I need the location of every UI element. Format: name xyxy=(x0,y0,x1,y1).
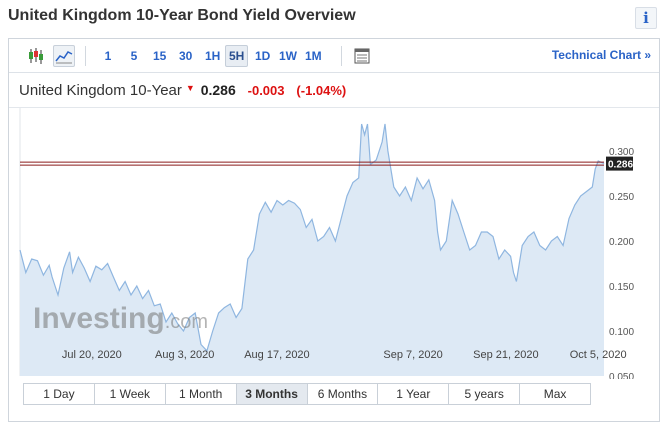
range-button-3-months[interactable]: 3 Months xyxy=(236,384,308,404)
area-chart-icon[interactable] xyxy=(53,45,75,67)
quote-line: United Kingdom 10-Year ▼ 0.286 -0.003 (-1… xyxy=(19,82,346,102)
x-tick-label: Jul 20, 2020 xyxy=(62,349,122,361)
quote-divider xyxy=(9,107,659,108)
watermark-suffix: .com xyxy=(165,311,208,333)
x-tick-label: Aug 17, 2020 xyxy=(244,349,309,361)
toolbar-divider xyxy=(341,46,342,66)
period-button-1[interactable]: 1 xyxy=(104,49,112,63)
investing-watermark: Investing.com xyxy=(33,302,208,335)
range-button-1-week[interactable]: 1 Week xyxy=(95,384,166,404)
range-button-1-day[interactable]: 1 Day xyxy=(24,384,95,404)
yield-chart[interactable]: Investing.com 0.300 0.250 0.200 0.150 0.100 0.… xyxy=(9,39,659,379)
candlestick-chart-icon[interactable] xyxy=(25,45,47,67)
instrument-name: United Kingdom 10-Year xyxy=(19,82,182,99)
period-button-30[interactable]: 30 xyxy=(179,49,193,63)
y-tick-label: 0.100 xyxy=(609,327,634,338)
x-tick-label: Oct 5, 2020 xyxy=(570,349,627,361)
period-button-15[interactable]: 15 xyxy=(153,49,167,63)
page-title: United Kingdom 10-Year Bond Yield Overvi… xyxy=(8,7,356,24)
y-tick-label: 0.050 xyxy=(609,372,634,379)
period-button-5[interactable]: 5 xyxy=(130,49,138,63)
range-button-6-months[interactable]: 6 Months xyxy=(308,384,379,404)
last-price: 0.286 xyxy=(200,82,236,98)
toolbar-divider xyxy=(85,46,86,66)
watermark-main: Investing xyxy=(33,302,165,335)
x-tick-label: Aug 3, 2020 xyxy=(155,349,214,361)
price-change-percent: (-1.04%) xyxy=(296,83,347,98)
time-range-selector: 1 Day 1 Week 1 Month 3 Months 6 Months 1 Year… xyxy=(23,383,591,405)
price-change: -0.003 xyxy=(247,83,285,98)
series-line xyxy=(19,123,605,352)
y-tick-label: 0.200 xyxy=(609,237,634,248)
period-button-1m[interactable]: 1M xyxy=(305,49,322,63)
range-button-5-years[interactable]: 5 years xyxy=(449,384,521,404)
info-button[interactable]: i xyxy=(635,7,657,29)
period-button-1d[interactable]: 1D xyxy=(255,49,271,63)
period-button-1h[interactable]: 1H xyxy=(205,49,221,63)
series-area xyxy=(20,124,604,376)
chart-panel: 1 5 15 30 1H 5H 1D 1W 1M Technical Chart » Unite… xyxy=(8,38,660,422)
current-value-label: 0.286 xyxy=(608,160,633,171)
chart-toolbar: 1 5 15 30 1H 5H 1D 1W 1M Technical Chart » xyxy=(9,39,659,73)
table-icon[interactable] xyxy=(351,45,373,67)
range-button-1-month[interactable]: 1 Month xyxy=(166,384,237,404)
period-button-1w[interactable]: 1W xyxy=(279,49,297,63)
y-tick-label: 0.250 xyxy=(609,192,634,203)
period-button-5h[interactable]: 5H xyxy=(225,45,249,67)
x-tick-label: Sep 7, 2020 xyxy=(383,349,442,361)
range-button-max[interactable]: Max xyxy=(543,387,567,401)
range-button-1-year[interactable]: 1 Year xyxy=(378,384,450,404)
y-tick-label: 0.300 xyxy=(609,147,634,158)
x-tick-label: Sep 21, 2020 xyxy=(473,349,538,361)
down-arrow-icon: ▼ xyxy=(185,83,195,93)
current-value-badge xyxy=(606,156,633,171)
y-tick-label: 0.150 xyxy=(609,282,634,293)
technical-chart-link[interactable]: Technical Chart » xyxy=(551,48,651,62)
